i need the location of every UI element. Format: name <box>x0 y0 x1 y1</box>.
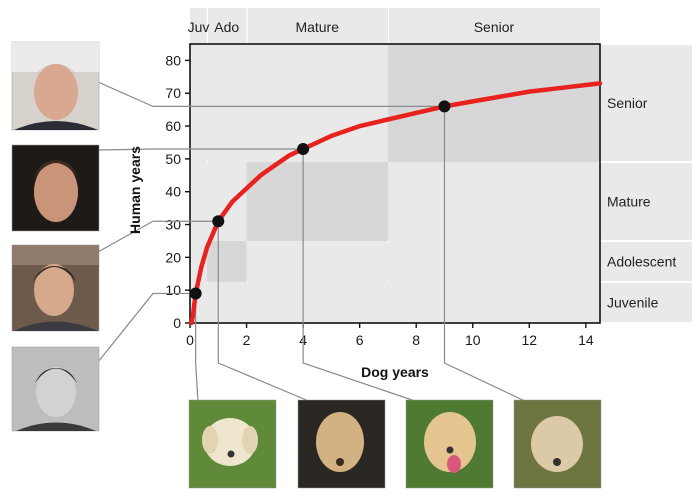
y-tick-label: 0 <box>173 315 181 331</box>
stage-highlight-box <box>246 162 388 241</box>
y-tick-label: 70 <box>165 85 181 101</box>
y-tick-label: 10 <box>165 282 181 298</box>
x-stage-label: Senior <box>474 19 515 35</box>
human-adult-gray-hair-icon <box>34 64 78 120</box>
y-tick-label: 60 <box>165 118 181 134</box>
x-stage-label: Juv <box>188 19 210 35</box>
human-photo-4 <box>11 346 100 432</box>
y-stage-label: Senior <box>607 95 648 111</box>
x-tick-label: 2 <box>243 332 251 348</box>
dog-leader-line <box>195 293 199 403</box>
y-tick-label: 30 <box>165 217 181 233</box>
age-curve <box>189 81 603 326</box>
dog-photo-4 <box>513 399 602 489</box>
dog-photo-1 <box>188 399 277 489</box>
y-tick-label: 20 <box>165 249 181 265</box>
dog-leader-line <box>217 221 312 403</box>
stage-highlight-box <box>206 240 247 282</box>
data-point <box>212 215 225 228</box>
y-tick-label: 80 <box>165 52 181 68</box>
y-stage-label: Mature <box>607 194 651 210</box>
adult-dog-icon <box>424 412 476 472</box>
x-tick-label: 12 <box>522 332 538 348</box>
y-stage-band <box>190 282 692 322</box>
human-leader-line <box>97 81 445 107</box>
human-photo-3 <box>11 244 100 332</box>
plot-frame <box>189 43 601 324</box>
x-tick-label: 8 <box>412 332 420 348</box>
x-tick-label: 0 <box>186 332 194 348</box>
human-leader-line <box>97 220 219 253</box>
dog-photo-3 <box>405 399 494 489</box>
x-stage-label: Ado <box>214 19 239 35</box>
human-photo-2 <box>11 144 100 232</box>
young-dog-icon <box>316 412 364 472</box>
dog-leader-line <box>443 106 528 403</box>
x-stage-label: Mature <box>295 19 339 35</box>
human-photo-1 <box>11 41 100 131</box>
x-axis-label: Dog years <box>361 364 429 380</box>
human-teenager-icon <box>34 264 74 316</box>
x-tick-label: 14 <box>578 332 594 348</box>
y-tick-label: 40 <box>165 184 181 200</box>
y-stage-band <box>190 241 692 281</box>
y-axis-label: Human years <box>127 146 143 234</box>
y-stage-label: Adolescent <box>607 253 676 269</box>
data-point <box>297 143 310 156</box>
human-leader-line <box>97 292 196 363</box>
puppy-icon <box>204 418 256 466</box>
stage-highlight-box <box>387 44 600 163</box>
y-stage-label: Juvenile <box>607 294 659 310</box>
human-child-bw-icon <box>36 367 76 417</box>
y-tick-label: 50 <box>165 151 181 167</box>
x-tick-label: 6 <box>356 332 364 348</box>
dog-leader-line <box>302 149 419 403</box>
data-point <box>189 287 202 300</box>
senior-dog-icon <box>531 416 583 472</box>
dog-photo-2 <box>297 399 386 489</box>
x-tick-label: 10 <box>465 332 481 348</box>
human-adult-dark-hair-icon <box>34 162 78 222</box>
data-point <box>438 100 451 113</box>
human-leader-line <box>97 148 304 151</box>
